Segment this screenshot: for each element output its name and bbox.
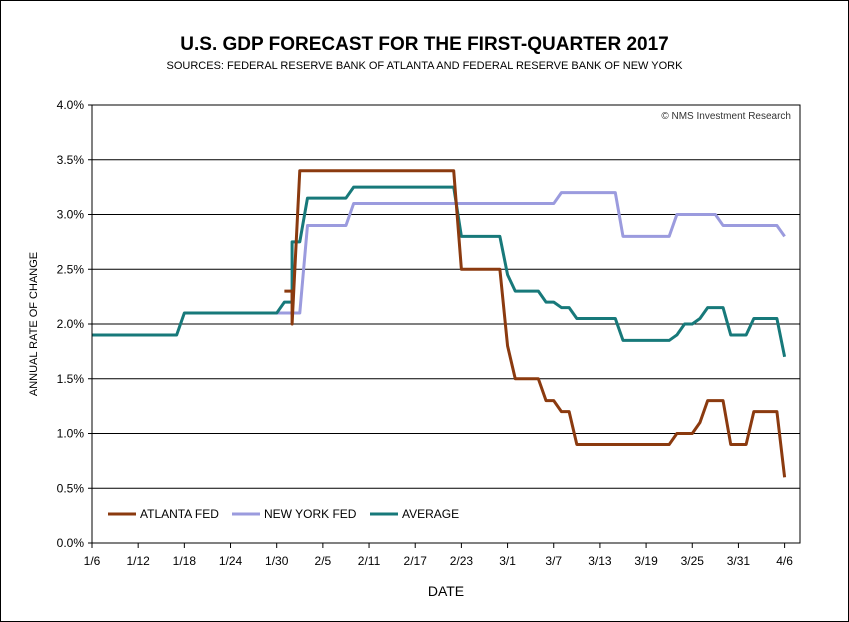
chart-title: U.S. GDP FORECAST FOR THE FIRST-QUARTER …: [180, 34, 669, 55]
credit-text: © NMS Investment Research: [661, 111, 791, 122]
x-tick-label: 1/18: [173, 554, 197, 568]
x-tick-label: 3/13: [588, 554, 612, 568]
series-lines: [92, 169, 787, 478]
x-axis-ticks: 1/6 1/12 1/18 1/24 1/30 2/5 2/11 2/17 2/23 3/1 3/7…: [84, 543, 793, 568]
x-tick-label: 3/31: [727, 554, 751, 568]
x-tick-label: 1/6: [84, 554, 101, 568]
legend-label: ATLANTA FED: [140, 507, 219, 521]
y-tick-label: 0.0%: [57, 536, 85, 550]
x-tick-label: 2/5: [315, 554, 332, 568]
y-tick-label: 4.0%: [57, 98, 85, 112]
x-tick-label: 1/30: [265, 554, 289, 568]
y-axis-ticks: 0.0% 0.5% 1.0% 1.5% 2.0% 2.5% 3.0% 3.5% 4.0%: [57, 98, 92, 550]
x-tick-label: 2/23: [450, 554, 474, 568]
legend-label: AVERAGE: [402, 507, 459, 521]
x-tick-label: 3/7: [545, 554, 562, 568]
x-tick-label: 3/1: [499, 554, 516, 568]
x-tick-label: 3/25: [681, 554, 705, 568]
y-tick-label: 1.0%: [57, 427, 85, 441]
x-tick-label: 1/24: [219, 554, 243, 568]
series-line-average: [92, 185, 787, 358]
y-tick-label: 3.5%: [57, 153, 85, 167]
chart-subtitle: SOURCES: FEDERAL RESERVE BANK OF ATLANTA…: [166, 60, 683, 72]
y-tick-label: 2.5%: [57, 262, 85, 276]
x-tick-label: 2/11: [358, 554, 381, 568]
y-tick-label: 1.5%: [57, 372, 85, 386]
y-axis-title: ANNUAL RATE OF CHANGE: [28, 252, 40, 396]
plot-border: [91, 104, 801, 544]
y-tick-label: 0.5%: [57, 481, 85, 495]
x-tick-label: 3/19: [634, 554, 658, 568]
x-tick-label: 1/12: [126, 554, 150, 568]
x-axis-title: DATE: [428, 583, 464, 599]
y-tick-label: 2.0%: [57, 317, 85, 331]
x-tick-label: 2/17: [404, 554, 428, 568]
series-line-new-york-fed: [276, 191, 786, 315]
y-tick-label: 3.0%: [57, 208, 85, 222]
series-line-atlanta-fed: [284, 169, 787, 478]
legend: ATLANTA FED NEW YORK FED AVERAGE: [108, 507, 459, 521]
legend-label: NEW YORK FED: [264, 507, 357, 521]
x-tick-label: 4/6: [776, 554, 793, 568]
